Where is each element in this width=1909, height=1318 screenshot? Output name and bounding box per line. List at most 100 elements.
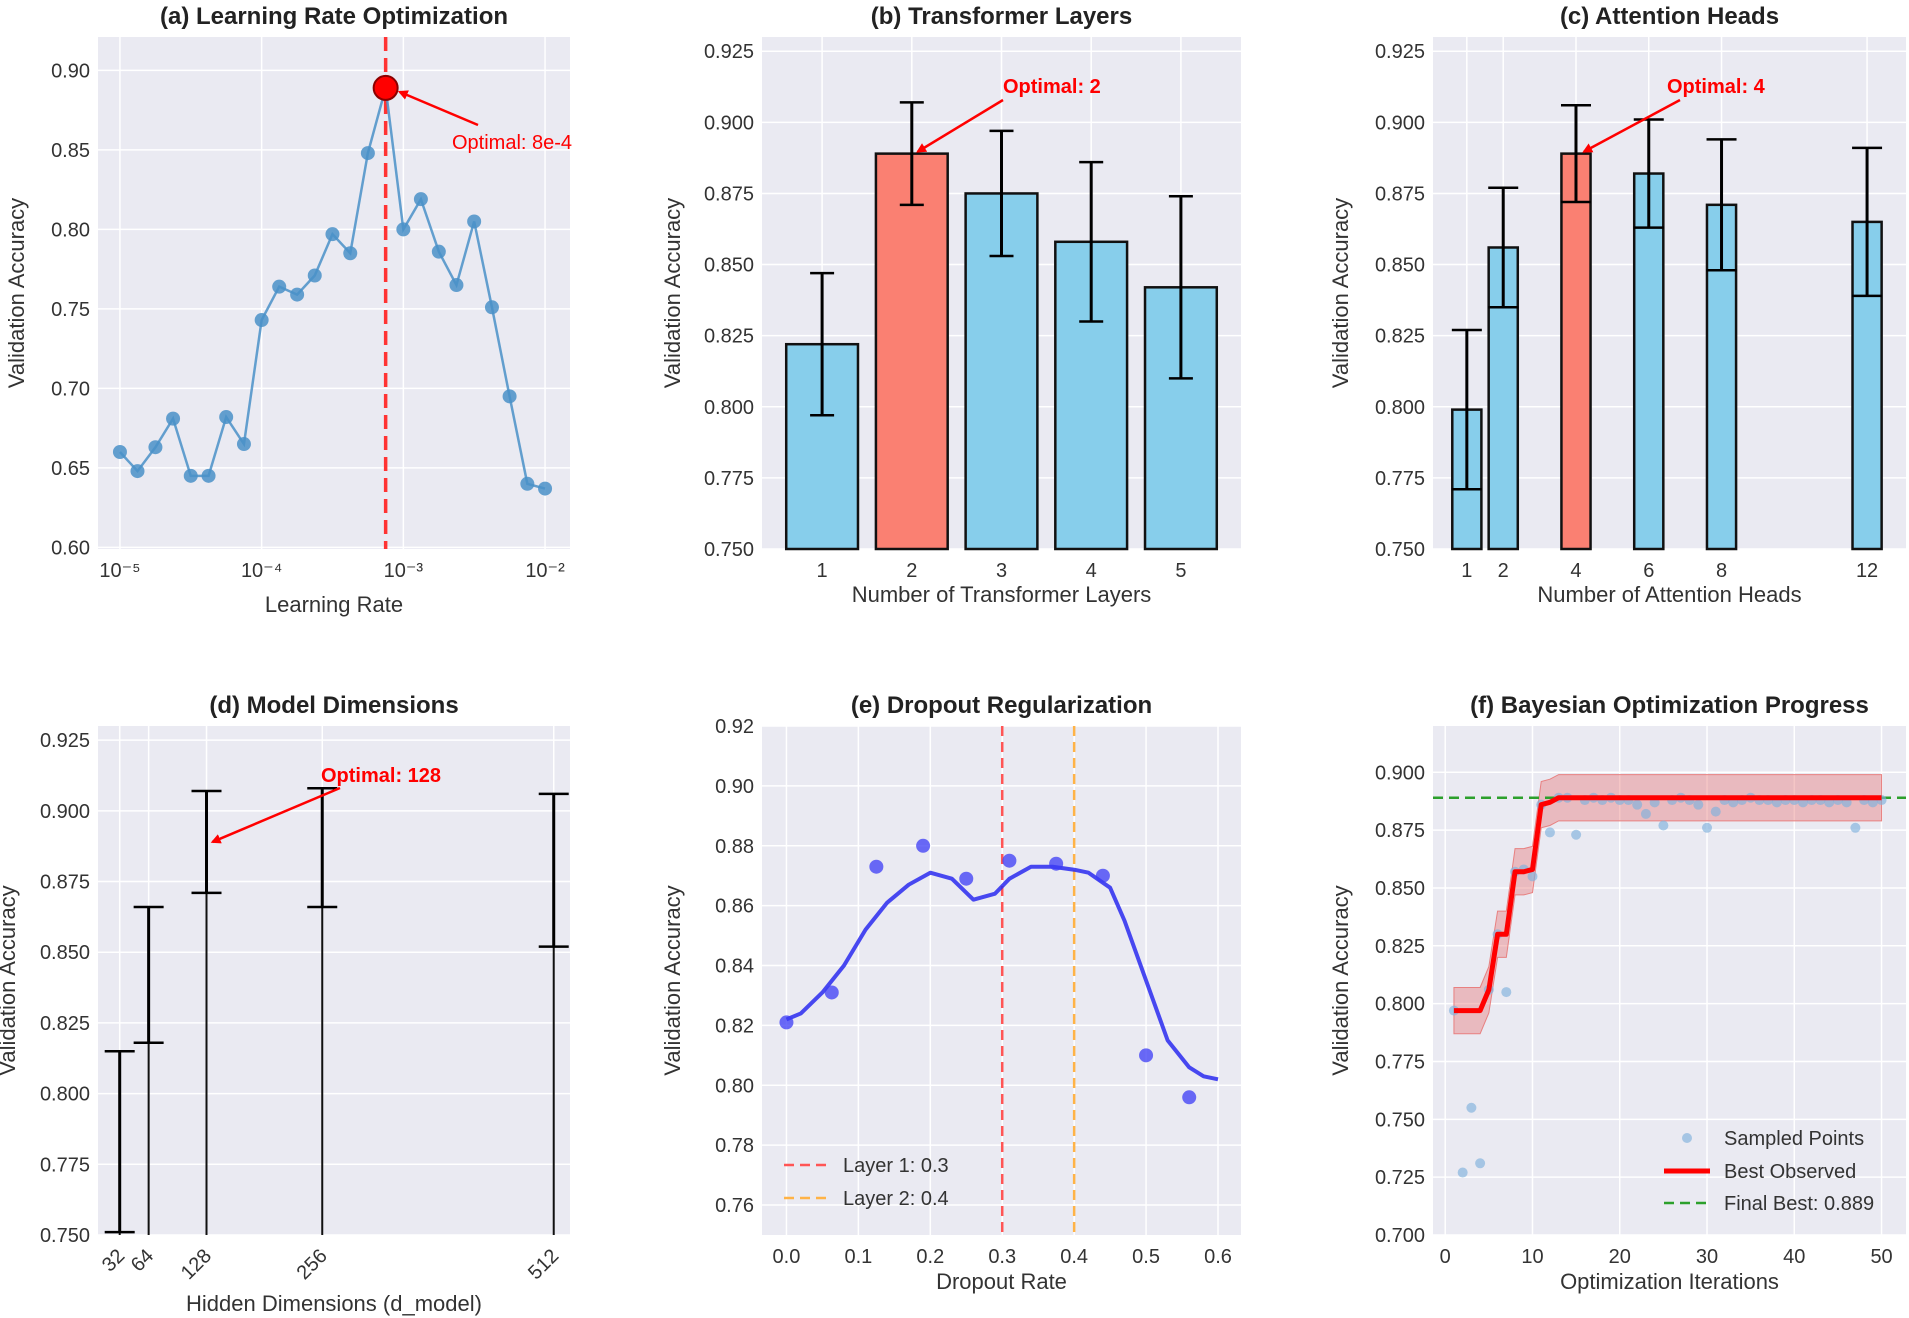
y-tick-label: 0.82 [715, 1015, 754, 1037]
data-point [112, 445, 127, 460]
data-point [1139, 1048, 1154, 1063]
x-tick-label: 10⁻² [525, 560, 565, 582]
data-point [130, 464, 145, 479]
y-tick-label: 0.875 [1375, 183, 1425, 205]
chart-title: (f) Bayesian Optimization Progress [1470, 692, 1869, 719]
x-tick-label: 2 [906, 560, 917, 582]
y-tick-label: 0.925 [704, 41, 754, 63]
y-tick-label: 0.850 [1375, 878, 1425, 900]
sampled-point [1501, 987, 1512, 998]
y-tick-label: 0.850 [704, 255, 754, 277]
y-tick-label: 0.825 [1375, 326, 1425, 348]
y-axis-label: Validation Accuracy [1328, 885, 1353, 1075]
x-tick-label: 0.3 [988, 1246, 1016, 1268]
annotation-arrow [1582, 98, 1681, 153]
data-point [254, 313, 269, 328]
x-axis-label: Hidden Dimensions (d_model) [186, 1291, 482, 1316]
y-tick-label: 0.875 [1375, 820, 1425, 842]
x-tick-label: 30 [1696, 1246, 1718, 1268]
data-point [538, 481, 553, 496]
x-tick-label: 8 [1716, 560, 1727, 582]
y-tick-label: 0.725 [1375, 1167, 1425, 1189]
data-point [959, 871, 974, 886]
x-tick-label: 3 [996, 560, 1007, 582]
y-tick-label: 0.84 [715, 956, 754, 978]
sampled-point [1702, 822, 1713, 833]
optimal-annotation: Optimal: 4 [1667, 76, 1766, 98]
bar [1851, 220, 1883, 551]
plot-area [98, 726, 570, 1235]
y-tick-label: 0.825 [40, 1013, 90, 1035]
y-tick-label: 0.60 [51, 537, 90, 559]
chart-title: (a) Learning Rate Optimization [160, 3, 508, 30]
data-point [307, 268, 322, 283]
y-tick-label: 0.75 [51, 299, 90, 321]
data-point [520, 476, 535, 491]
data-point [272, 279, 287, 294]
x-axis-label: Number of Attention Heads [1537, 582, 1801, 607]
data-point [290, 287, 305, 302]
data-point [449, 278, 464, 293]
sampled-point [1640, 808, 1651, 819]
x-tick-label: 6 [1643, 560, 1654, 582]
bar [1560, 152, 1592, 551]
x-tick-label: 0.4 [1060, 1246, 1088, 1268]
y-tick-label: 0.900 [40, 801, 90, 823]
x-tick-label: 0.0 [773, 1246, 801, 1268]
x-tick-label: 0.5 [1132, 1246, 1160, 1268]
legend-label: Layer 2: 0.4 [843, 1188, 949, 1210]
x-axis-label: Dropout Rate [936, 1269, 1067, 1294]
x-tick-label: 20 [1609, 1246, 1631, 1268]
y-tick-label: 0.800 [704, 397, 754, 419]
data-point [1002, 853, 1017, 868]
data-point [779, 1015, 794, 1030]
data-point [325, 227, 340, 242]
y-tick-label: 0.825 [1375, 936, 1425, 958]
x-tick-label: 0 [1440, 1246, 1451, 1268]
y-tick-label: 0.80 [715, 1075, 754, 1097]
y-tick-label: 0.750 [1375, 539, 1425, 561]
sampled-point [1658, 820, 1669, 831]
y-tick-label: 0.850 [1375, 255, 1425, 277]
data-point [916, 838, 931, 853]
annotation-arrow [210, 786, 341, 844]
x-tick-label: 10⁻⁴ [241, 560, 282, 582]
sampled-point [1710, 806, 1721, 817]
x-axis-label: Optimization Iterations [1560, 1269, 1779, 1294]
y-axis-label: Validation Accuracy [1328, 198, 1353, 388]
x-tick-label: 0.6 [1204, 1246, 1232, 1268]
data-point [360, 146, 375, 161]
chart-title: (b) Transformer Layers [871, 3, 1132, 30]
x-tick-label: 10 [1521, 1246, 1543, 1268]
x-tick-label: 4 [1086, 560, 1097, 582]
data-point [467, 214, 482, 229]
data-point [1095, 868, 1110, 883]
x-tick-label: 10⁻⁵ [99, 560, 140, 582]
y-tick-label: 0.900 [1375, 762, 1425, 784]
bar [1632, 172, 1665, 551]
data-point [484, 300, 499, 315]
sampled-point [1693, 799, 1704, 810]
data-point [1049, 856, 1064, 871]
legend: Sampled Points Best Observed Final Best: 0… [1664, 1128, 1874, 1215]
data-point [219, 410, 234, 425]
annotation-arrow [397, 90, 479, 127]
legend-swatch [1682, 1133, 1692, 1143]
data-point [396, 222, 411, 237]
data-point [236, 437, 251, 452]
panel-a: 0.60 0.65 0.70 0.75 0.80 0.85 0.90 10⁻⁵ 10⁻⁴ 10⁻³… [4, 3, 572, 617]
data-point [166, 411, 181, 426]
y-tick-label: 0.850 [40, 942, 90, 964]
y-tick-label: 0.90 [715, 776, 754, 798]
plot-area [98, 37, 570, 549]
data-point [183, 468, 198, 483]
sampled-point [1632, 799, 1643, 810]
smoothed-curve [785, 864, 1219, 1082]
y-tick-label: 0.775 [704, 468, 754, 490]
y-tick-label: 0.775 [1375, 1051, 1425, 1073]
x-tick-label: 64 [127, 1245, 158, 1276]
y-axis-label: Validation Accuracy [4, 198, 29, 388]
y-tick-label: 0.88 [715, 836, 754, 858]
y-tick-label: 0.825 [704, 326, 754, 348]
